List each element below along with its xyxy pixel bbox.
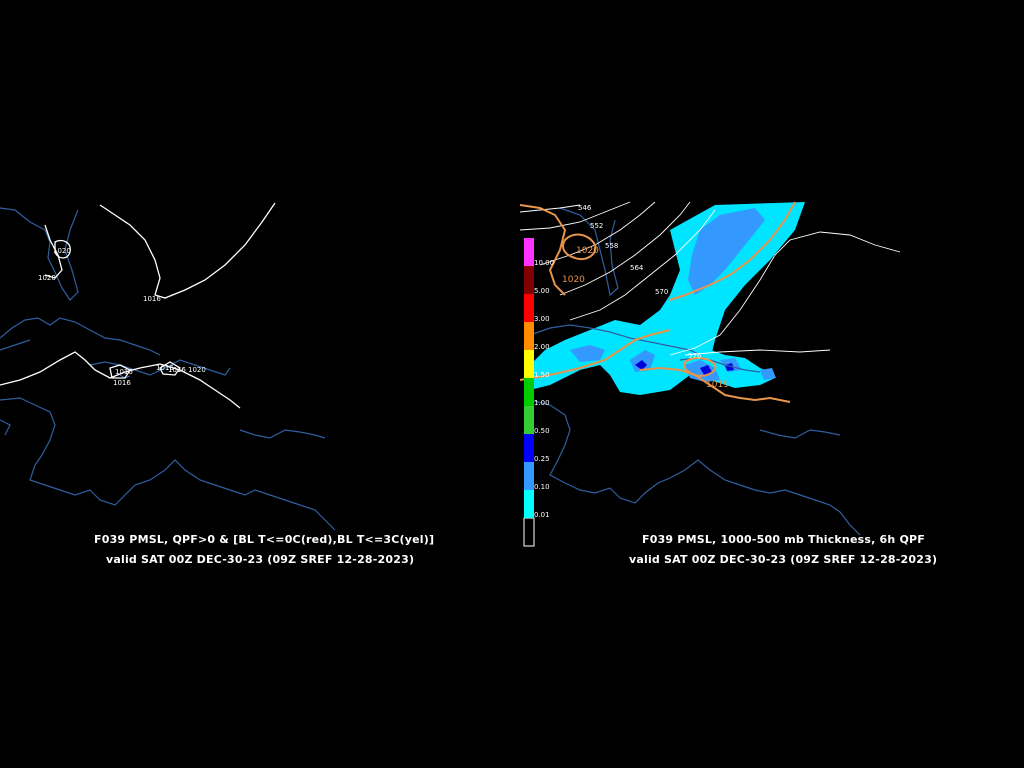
left-caption-title: F039 PMSL, QPF>0 & [BL T<=0C(red),BL T<=… (94, 533, 435, 546)
left-coastlines (0, 207, 336, 531)
colorbar-segment (524, 238, 534, 266)
colorbar-segment (524, 294, 534, 322)
left-isobar-label: 1020 (188, 366, 206, 374)
left-isobar-label: 1016 (168, 366, 186, 374)
thickness-lines (519, 201, 901, 356)
right-coastlines (529, 207, 861, 536)
colorbar-bottom-box (523, 517, 535, 547)
thickness-label: 552 (590, 222, 603, 230)
colorbar-segment (524, 266, 534, 294)
left-isobar-label: 1016 (113, 379, 131, 387)
left-isobar-label: 1016 (143, 295, 161, 303)
thickness-label: 570 (655, 288, 668, 296)
colorbar-label: 0.25 (534, 455, 550, 463)
colorbar-label: 0.50 (534, 427, 550, 435)
orange-isobar-label: 1020 (576, 246, 599, 256)
right-caption-title: F039 PMSL, 1000-500 mb Thickness, 6h QPF (642, 533, 925, 546)
qpf-light-area (530, 202, 805, 395)
colorbar-label: 3.00 (534, 315, 550, 323)
colorbar-label: 0.01 (534, 511, 550, 519)
colorbar-segment (524, 350, 534, 378)
thickness-label: 564 (630, 264, 644, 272)
colorbar-segment (524, 490, 534, 518)
left-isobar-label: 1020 (38, 274, 56, 282)
left-isobars (0, 202, 276, 409)
left-isobar-label: 1020 (53, 247, 71, 255)
thickness-label: 546 (578, 204, 592, 212)
colorbar-label: 0.10 (534, 483, 550, 491)
colorbar-label: 10.00 (534, 259, 554, 267)
colorbar-segment (524, 434, 534, 462)
colorbar-segment (524, 462, 534, 490)
colorbar-label: 2.00 (534, 343, 550, 351)
orange-isobars (519, 201, 796, 403)
right-caption-valid: valid SAT 00Z DEC-30-23 (09Z SREF 12-28-… (629, 553, 938, 566)
colorbar-label: 5.00 (534, 287, 550, 295)
left-isobar-label: 1016 (156, 364, 174, 372)
left-isobar-label: 1016 (115, 368, 133, 376)
colorbar-segment (524, 378, 534, 406)
colorbar-label: 1.50 (534, 371, 550, 379)
colorbar-label: 1.00 (534, 399, 550, 407)
qpf-colorbar: 10.00 5.00 3.00 2.00 1.50 1.00 0.50 0.25 0.10 0.0… (523, 238, 554, 547)
left-map-svg: 1020 1020 1016 1016 1016 1016 1016 1020 (0, 202, 336, 531)
colorbar-segment (524, 406, 534, 434)
orange-isobar-label: 1020 (562, 275, 585, 285)
left-caption-valid: valid SAT 00Z DEC-30-23 (09Z SREF 12-28-… (106, 553, 415, 566)
thickness-label: 558 (605, 242, 618, 250)
right-map-svg: 546 552 558 564 570 576 1020 1020 1019 1… (519, 201, 901, 547)
right-map-panel: 546 552 558 564 570 576 1020 1020 1019 1… (519, 200, 950, 566)
left-map-panel: 1020 1020 1016 1016 1016 1016 1016 1020 … (0, 200, 434, 566)
colorbar-segment (524, 322, 534, 350)
orange-isobar-label: 1019 (706, 380, 729, 390)
thickness-label: 576 (688, 352, 702, 360)
